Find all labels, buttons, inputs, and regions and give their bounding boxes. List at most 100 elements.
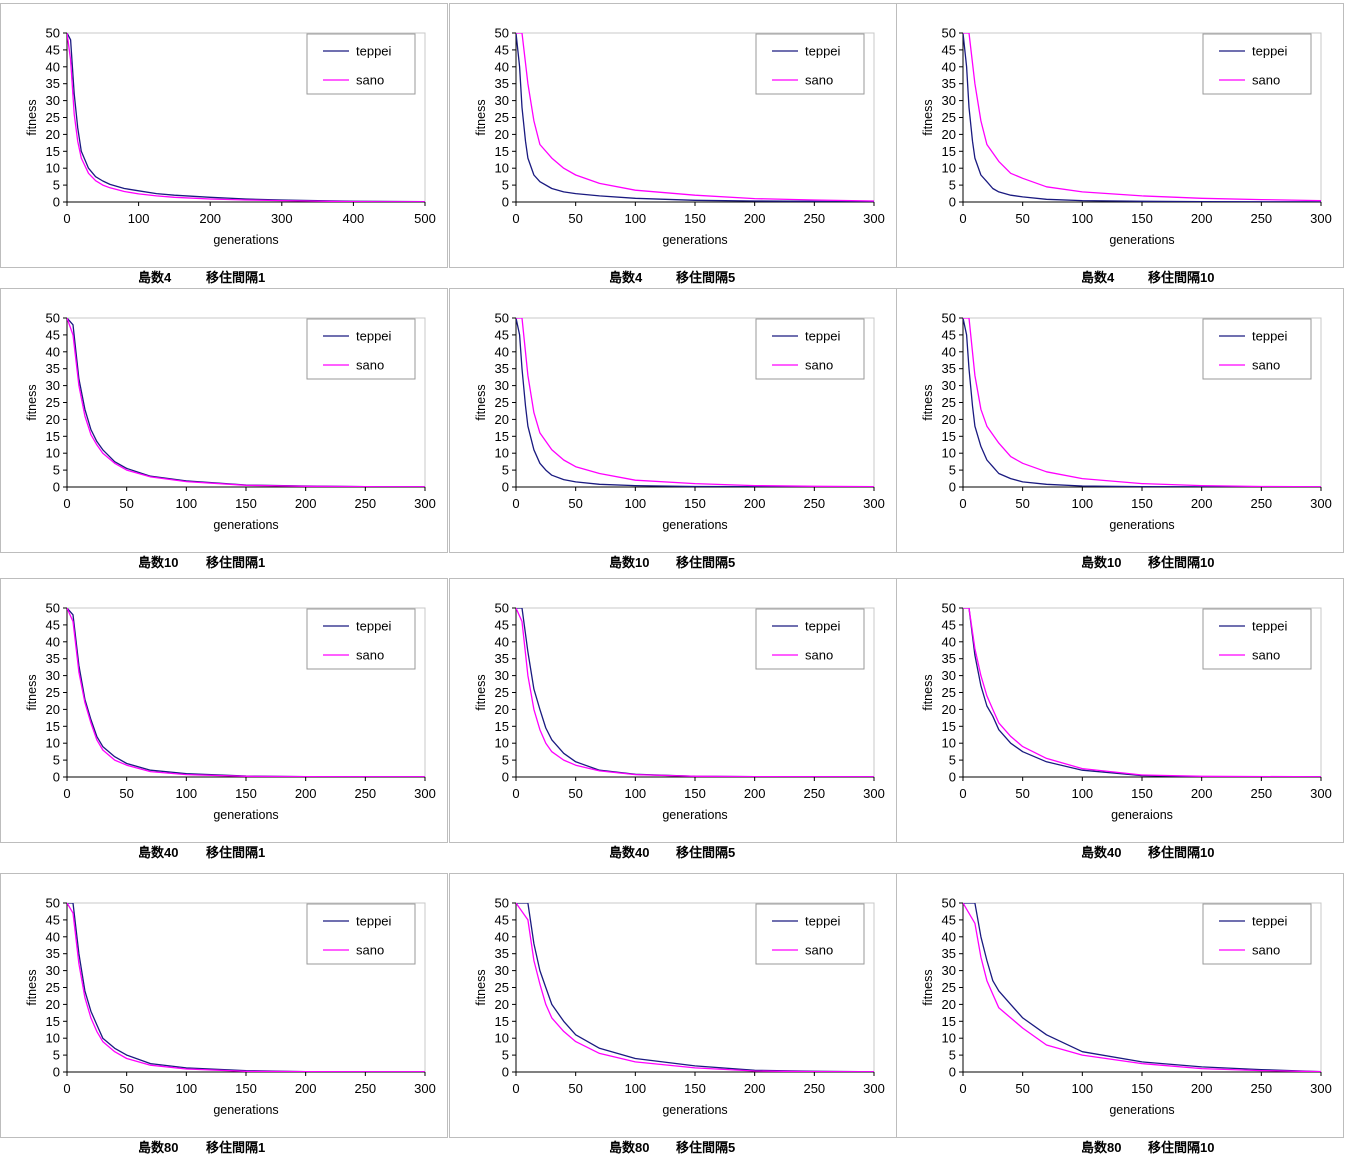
legend-box (306, 608, 416, 670)
y-tick-label: 5 (949, 1048, 956, 1063)
y-axis-label: fitness (25, 969, 39, 1005)
y-tick-label: 15 (495, 1014, 509, 1029)
x-tick-label: 150 (1131, 496, 1153, 511)
y-tick-label: 45 (495, 42, 509, 57)
x-tick-label: 150 (235, 1081, 257, 1096)
x-tick-label: 0 (959, 786, 966, 801)
series-line-teppei (516, 33, 875, 202)
x-tick-label: 100 (1071, 786, 1093, 801)
series-line-teppei (67, 903, 426, 1072)
x-tick-label: 150 (684, 1081, 706, 1096)
y-tick-label: 10 (942, 1031, 956, 1046)
x-tick-label: 200 (744, 496, 766, 511)
y-tick-label: 30 (942, 93, 956, 108)
y-tick-label: 30 (495, 668, 509, 683)
caption-island-count: 島数40 (609, 845, 650, 860)
caption-migration-interval: 移住間隔5 (676, 270, 736, 285)
y-tick-label: 35 (495, 76, 509, 91)
legend-box (755, 903, 865, 965)
x-tick-label: 50 (1015, 211, 1029, 226)
y-tick-label: 35 (495, 361, 509, 376)
legend-label-teppei: teppei (805, 44, 841, 59)
y-tick-label: 50 (942, 601, 956, 616)
chart-caption: 島数10 移住間隔1 (0, 552, 448, 574)
x-axis-label: generations (1109, 233, 1174, 247)
y-tick-label: 35 (942, 361, 956, 376)
y-tick-label: 0 (502, 195, 509, 210)
y-tick-label: 40 (46, 59, 60, 74)
chart-panel: 0 5 10 15 20 25 30 35 40 45 50 0 50 100 150 200 250 300 ge… (896, 3, 1344, 298)
caption-migration-interval: 移住間隔1 (206, 845, 266, 860)
y-tick-label: 50 (495, 311, 509, 326)
x-tick-label: 0 (63, 786, 70, 801)
y-tick-label: 30 (46, 668, 60, 683)
y-tick-label: 40 (495, 634, 509, 649)
legend-label-teppei: teppei (805, 914, 841, 929)
series-line-teppei (963, 33, 1322, 202)
x-tick-label: 0 (63, 496, 70, 511)
y-tick-label: 30 (46, 378, 60, 393)
y-tick-label: 5 (502, 463, 509, 478)
legend-label-teppei: teppei (356, 914, 392, 929)
y-tick-label: 30 (46, 963, 60, 978)
legend-label-teppei: teppei (1252, 329, 1288, 344)
chart-caption: 島数4 移住間隔10 (896, 267, 1344, 289)
y-tick-label: 5 (53, 753, 60, 768)
legend-box (306, 903, 416, 965)
series-line-teppei (516, 903, 875, 1072)
x-tick-label: 150 (1131, 786, 1153, 801)
y-tick-label: 40 (46, 344, 60, 359)
x-axis-label: generations (1109, 518, 1174, 532)
y-tick-label: 15 (942, 1014, 956, 1029)
x-tick-label: 100 (624, 211, 646, 226)
x-tick-label: 0 (512, 496, 519, 511)
chart-caption: 島数80 移住間隔5 (449, 1137, 897, 1159)
series-line-teppei (963, 903, 1322, 1072)
x-tick-label: 200 (1191, 786, 1213, 801)
x-tick-label: 300 (863, 786, 885, 801)
y-tick-label: 0 (949, 1065, 956, 1080)
series-line-sano (67, 608, 426, 777)
caption-migration-interval: 移住間隔5 (676, 845, 736, 860)
chart-caption: 島数80 移住間隔1 (0, 1137, 448, 1159)
series-line-teppei (516, 318, 875, 487)
y-tick-label: 5 (949, 178, 956, 193)
series-line-sano (963, 318, 1322, 487)
x-tick-label: 100 (175, 496, 197, 511)
y-tick-label: 10 (46, 1031, 60, 1046)
y-tick-label: 45 (495, 617, 509, 632)
legend-label-teppei: teppei (356, 44, 392, 59)
legend-label-teppei: teppei (805, 329, 841, 344)
chart-panel: 0 5 10 15 20 25 30 35 40 45 50 0 50 100 150 200 250 300 ge… (0, 873, 448, 1168)
y-axis-label: fitness (921, 674, 935, 710)
chart-panel: 0 5 10 15 20 25 30 35 40 45 50 0 50 100 150 200 250 300 ge… (896, 288, 1344, 583)
legend-label-teppei: teppei (1252, 914, 1288, 929)
y-axis-label: fitness (25, 674, 39, 710)
y-tick-label: 15 (942, 719, 956, 734)
y-tick-label: 5 (949, 753, 956, 768)
y-tick-label: 30 (942, 963, 956, 978)
chart-panel: 0 5 10 15 20 25 30 35 40 45 50 0 50 100 150 200 250 300 ge… (896, 578, 1344, 873)
series-line-sano (963, 903, 1322, 1072)
y-tick-label: 50 (46, 601, 60, 616)
y-tick-label: 45 (942, 42, 956, 57)
x-tick-label: 0 (512, 786, 519, 801)
caption-island-count: 島数10 (138, 555, 179, 570)
y-tick-label: 30 (942, 668, 956, 683)
x-tick-label: 50 (568, 786, 582, 801)
legend-label-sano: sano (1252, 943, 1280, 958)
y-tick-label: 25 (46, 395, 60, 410)
y-tick-label: 45 (495, 912, 509, 927)
x-tick-label: 150 (235, 496, 257, 511)
y-tick-label: 50 (495, 26, 509, 41)
y-tick-label: 20 (46, 702, 60, 717)
y-tick-label: 35 (46, 76, 60, 91)
y-tick-label: 30 (495, 93, 509, 108)
y-tick-label: 30 (495, 378, 509, 393)
y-tick-label: 30 (46, 93, 60, 108)
y-tick-label: 50 (495, 896, 509, 911)
chart-frame: 0 5 10 15 20 25 30 35 40 45 50 0 50 100 150 200 250 300 ge… (896, 288, 1344, 553)
y-tick-label: 45 (46, 327, 60, 342)
legend-label-teppei: teppei (805, 619, 841, 634)
